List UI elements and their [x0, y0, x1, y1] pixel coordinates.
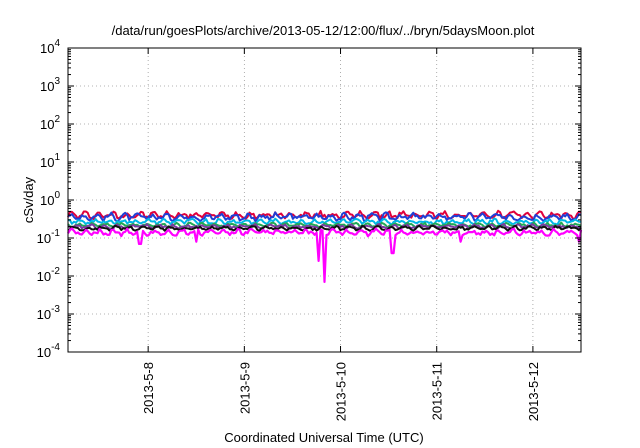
series-line [67, 221, 582, 229]
y-tick-label: 10-3 [37, 304, 61, 322]
x-tick-label: 2013-5-10 [334, 362, 349, 421]
series-layer [67, 209, 583, 283]
x-tick-label: 2013-5-11 [430, 362, 445, 420]
x-axis-label: Coordinated Universal Time (UTC) [224, 430, 423, 445]
series-line [67, 227, 583, 283]
y-tick-label: 101 [40, 152, 60, 170]
x-axis: 2013-5-8 2013-5-9 2013-5-10 2013-5-11 2013-5… [141, 48, 541, 421]
series-line [67, 211, 582, 223]
series-line [67, 224, 582, 232]
grid [68, 48, 581, 352]
y-axis-label: cSv/day [21, 176, 36, 223]
y-tick-label: 10-1 [37, 228, 61, 246]
y-tick-label: 100 [40, 190, 60, 208]
y-tick-label: 10-2 [37, 266, 61, 284]
y-tick-label: 104 [40, 38, 60, 56]
x-tick-label: 2013-5-12 [526, 362, 541, 421]
y-axis: 10-4 10-3 10-2 10-1 100 101 102 103 104 [37, 38, 581, 360]
x-tick-label: 2013-5-8 [141, 362, 156, 414]
chart-title: /data/run/goesPlots/archive/2013-05-12/1… [112, 23, 535, 38]
x-tick-label: 2013-5-9 [237, 362, 252, 414]
y-tick-label: 10-4 [37, 342, 61, 360]
y-tick-label: 102 [40, 114, 60, 132]
y-tick-label: 103 [40, 76, 60, 94]
